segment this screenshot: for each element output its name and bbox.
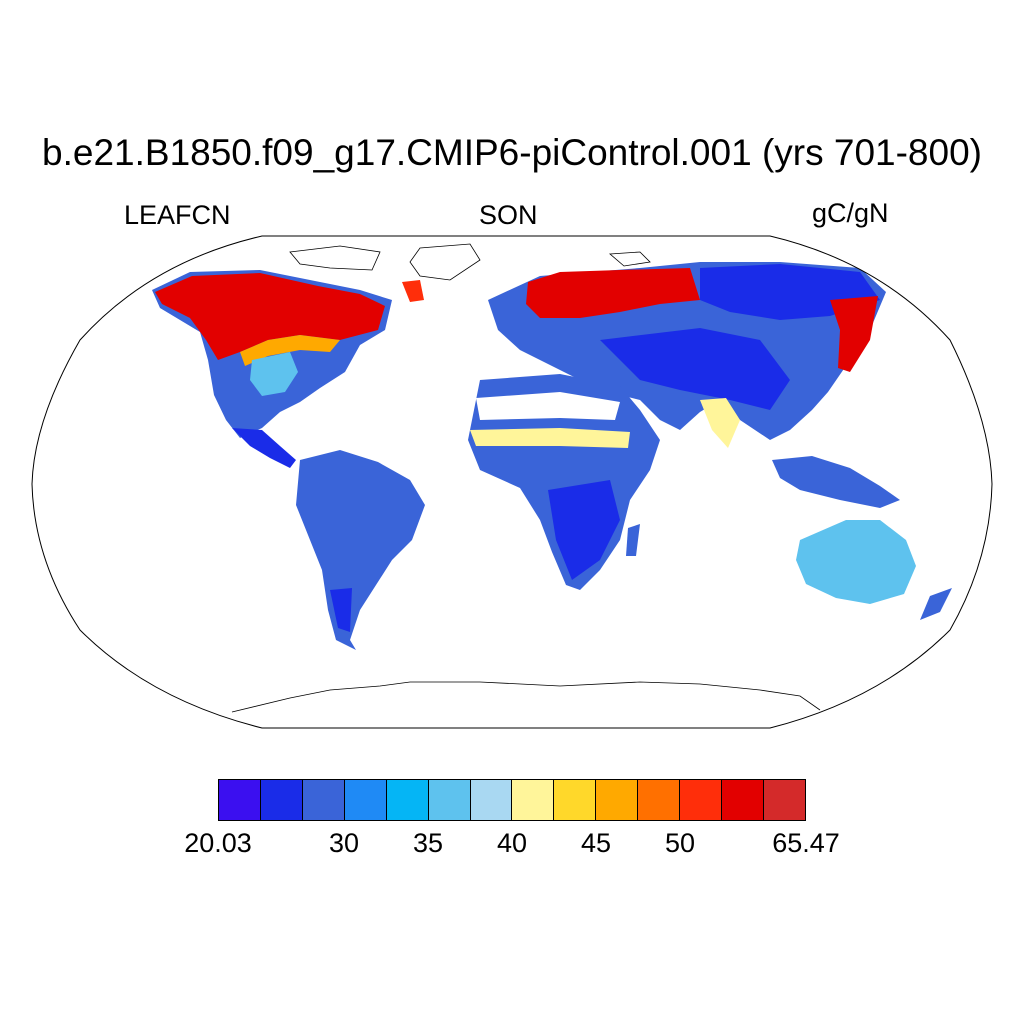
colorbar-tick-label: 30	[328, 828, 360, 858]
east-siberia-red	[830, 296, 878, 372]
colorbar-box	[386, 780, 429, 820]
arctic-archipelago-coast	[289, 245, 381, 271]
antarctica-coast	[231, 681, 821, 713]
colorbar-box	[554, 780, 597, 820]
madagascar	[626, 524, 640, 556]
north-america-orange-band	[240, 335, 340, 366]
boreal-north-america	[155, 273, 385, 360]
great-plains	[250, 352, 298, 396]
colorbar-tick-label: 50	[664, 828, 696, 858]
colorbar-tick-label: 40	[496, 828, 528, 858]
colorbar-tick-label: 20.03	[184, 828, 252, 858]
colorbar-box	[260, 780, 303, 820]
greenland-coast	[409, 243, 481, 281]
sahel-band	[470, 428, 630, 448]
central-asia	[600, 328, 790, 410]
central-america-land	[232, 428, 296, 468]
sahara-gap	[476, 392, 620, 420]
maritime-southeast-asia	[772, 456, 900, 508]
colorbar-tick-label: 35	[412, 828, 444, 858]
colorbar-box	[512, 780, 555, 820]
colorbar-box	[680, 780, 723, 820]
season-label: SON	[479, 200, 538, 230]
colorbar	[218, 779, 806, 821]
new-zealand	[920, 588, 952, 620]
coastlines	[231, 243, 821, 713]
colorbar-tick-label: 65.47	[772, 828, 840, 858]
land-fields	[152, 262, 952, 650]
chart-title: b.e21.B1850.f09_g17.CMIP6-piControl.001 …	[42, 132, 982, 173]
colorbar-box	[596, 780, 639, 820]
colorbar-box	[638, 780, 681, 820]
india-dry	[700, 398, 740, 448]
northern-eurasia	[526, 268, 700, 318]
patagonia	[330, 588, 352, 632]
units-label: gC/gN	[812, 198, 889, 228]
svalbard-coast	[608, 251, 651, 267]
variable-label: LEAFCN	[124, 200, 231, 230]
arctic-islands	[402, 280, 424, 302]
colorbar-box	[219, 780, 261, 820]
colorbar-box	[470, 780, 513, 820]
australia-land	[796, 520, 916, 604]
colorbar-box	[722, 780, 764, 820]
globe-outline	[31, 235, 993, 729]
south-america-land	[296, 450, 425, 650]
colorbar-box	[302, 780, 345, 820]
colorbar-box	[428, 780, 471, 820]
colorbar-box	[763, 780, 805, 820]
colorbar-box	[344, 780, 387, 820]
central-africa	[548, 480, 620, 580]
colorbar-tick-label: 45	[580, 828, 612, 858]
